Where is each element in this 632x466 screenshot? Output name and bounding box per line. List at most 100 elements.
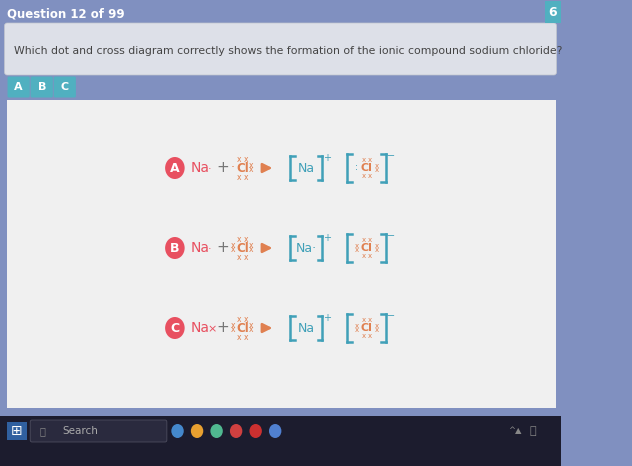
Text: x: x xyxy=(362,253,365,259)
Text: x: x xyxy=(355,327,359,333)
Text: x: x xyxy=(231,322,236,330)
Circle shape xyxy=(165,237,185,259)
Text: Cl: Cl xyxy=(361,323,372,333)
Text: x: x xyxy=(362,173,365,179)
Text: Na: Na xyxy=(298,162,315,174)
Text: +: + xyxy=(323,153,331,163)
Text: x: x xyxy=(244,253,248,261)
Text: x: x xyxy=(368,253,372,259)
Text: x: x xyxy=(244,172,248,181)
Circle shape xyxy=(250,424,262,438)
Text: x: x xyxy=(236,234,241,244)
Text: ×: × xyxy=(208,324,217,334)
Text: A: A xyxy=(170,162,179,174)
Text: x: x xyxy=(368,173,372,179)
Text: x: x xyxy=(249,246,253,254)
Text: A: A xyxy=(15,82,23,92)
Text: Na: Na xyxy=(191,241,210,255)
FancyBboxPatch shape xyxy=(545,1,561,23)
Text: ·: · xyxy=(355,165,358,175)
Circle shape xyxy=(269,424,281,438)
Circle shape xyxy=(230,424,242,438)
FancyBboxPatch shape xyxy=(0,416,561,466)
Text: ·: · xyxy=(208,164,211,174)
Text: x: x xyxy=(374,327,379,333)
Text: x: x xyxy=(244,333,248,342)
FancyBboxPatch shape xyxy=(30,76,53,97)
Text: Search: Search xyxy=(62,426,98,436)
Text: x: x xyxy=(355,243,359,249)
FancyBboxPatch shape xyxy=(4,23,557,75)
FancyBboxPatch shape xyxy=(54,76,76,97)
Text: x: x xyxy=(368,237,372,243)
Text: Na·: Na· xyxy=(296,241,317,254)
Text: x: x xyxy=(374,167,379,173)
Text: ·: · xyxy=(355,161,358,171)
Text: x: x xyxy=(368,157,372,163)
Text: ·: · xyxy=(208,244,211,254)
Circle shape xyxy=(210,424,223,438)
Text: Cl: Cl xyxy=(361,163,372,173)
Text: B: B xyxy=(37,82,46,92)
Text: C: C xyxy=(170,322,179,335)
Text: x: x xyxy=(374,243,379,249)
Text: x: x xyxy=(236,315,241,323)
Text: x: x xyxy=(249,241,253,251)
Text: x: x xyxy=(244,315,248,323)
Text: ^▲: ^▲ xyxy=(508,426,521,436)
Text: Na: Na xyxy=(191,161,210,175)
Text: x: x xyxy=(236,155,241,164)
Text: Cl: Cl xyxy=(236,322,249,335)
Text: x: x xyxy=(249,165,253,174)
Text: x: x xyxy=(249,322,253,330)
Text: Na: Na xyxy=(298,322,315,335)
Text: x: x xyxy=(236,253,241,261)
Text: x: x xyxy=(362,333,365,339)
Circle shape xyxy=(171,424,184,438)
Text: x: x xyxy=(374,163,379,169)
Text: +: + xyxy=(216,321,229,336)
FancyBboxPatch shape xyxy=(7,100,556,408)
Text: +: + xyxy=(323,233,331,243)
Text: x: x xyxy=(374,247,379,253)
Text: x: x xyxy=(244,155,248,164)
Text: +: + xyxy=(216,160,229,176)
Text: Cl: Cl xyxy=(361,243,372,253)
Text: x: x xyxy=(362,237,365,243)
Text: x: x xyxy=(231,325,236,335)
Circle shape xyxy=(165,317,185,339)
Text: Which dot and cross diagram correctly shows the formation of the ionic compound : Which dot and cross diagram correctly sh… xyxy=(14,46,562,56)
Text: ·: · xyxy=(231,162,234,174)
Circle shape xyxy=(165,157,185,179)
Text: x: x xyxy=(355,323,359,329)
Text: x: x xyxy=(374,323,379,329)
Circle shape xyxy=(191,424,204,438)
Text: Na: Na xyxy=(191,321,210,335)
Text: x: x xyxy=(355,247,359,253)
Text: x: x xyxy=(244,234,248,244)
Text: x: x xyxy=(231,246,236,254)
Text: +: + xyxy=(323,313,331,323)
Text: −: − xyxy=(387,311,396,321)
Text: x: x xyxy=(368,333,372,339)
Text: Question 12 of 99: Question 12 of 99 xyxy=(7,7,125,21)
Text: x: x xyxy=(236,333,241,342)
Text: +: + xyxy=(216,240,229,255)
FancyBboxPatch shape xyxy=(7,422,27,440)
Text: x: x xyxy=(249,162,253,171)
Text: x: x xyxy=(362,317,365,323)
Text: Cl: Cl xyxy=(236,162,249,174)
Text: ⊞: ⊞ xyxy=(11,424,23,438)
Text: Cl: Cl xyxy=(236,241,249,254)
FancyBboxPatch shape xyxy=(30,420,167,442)
Text: x: x xyxy=(368,317,372,323)
Text: C: C xyxy=(61,82,69,92)
Text: −: − xyxy=(387,231,396,241)
Text: 🔈: 🔈 xyxy=(530,426,536,436)
Text: x: x xyxy=(249,325,253,335)
Text: −: − xyxy=(387,151,396,161)
FancyBboxPatch shape xyxy=(8,76,30,97)
Text: 6: 6 xyxy=(549,6,557,19)
Text: B: B xyxy=(170,241,179,254)
Text: x: x xyxy=(231,241,236,251)
